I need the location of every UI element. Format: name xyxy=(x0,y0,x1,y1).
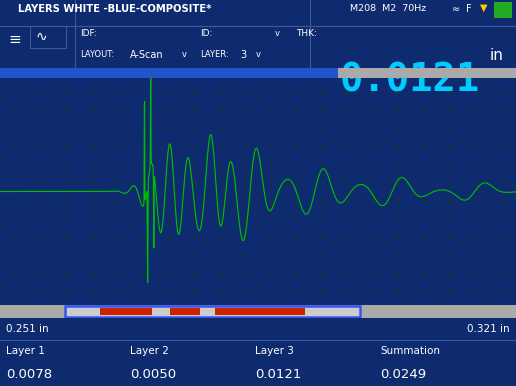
Text: LAYERS WHITE -BLUE-COMPOSITE*: LAYERS WHITE -BLUE-COMPOSITE* xyxy=(18,4,212,14)
Text: M208  M2  70Hz: M208 M2 70Hz xyxy=(350,4,426,13)
Text: v: v xyxy=(275,29,280,38)
Bar xyxy=(65,306,360,317)
Text: THK:: THK: xyxy=(296,29,317,38)
Text: Layer 3: Layer 3 xyxy=(255,346,294,356)
Bar xyxy=(170,308,200,315)
Text: in: in xyxy=(490,48,504,63)
Text: ∿: ∿ xyxy=(36,30,47,44)
Text: v: v xyxy=(256,50,261,59)
Text: 0.0121: 0.0121 xyxy=(340,62,480,100)
Bar xyxy=(494,2,512,18)
Bar xyxy=(30,26,66,48)
Text: 0.251 in: 0.251 in xyxy=(6,324,49,334)
Bar xyxy=(0,68,338,78)
Text: v: v xyxy=(182,50,187,59)
Text: ID:: ID: xyxy=(200,29,213,38)
Text: 0.321 in: 0.321 in xyxy=(467,324,510,334)
Text: ≈: ≈ xyxy=(452,4,460,14)
Text: 0.0078: 0.0078 xyxy=(6,368,52,381)
Text: Layer 1: Layer 1 xyxy=(6,346,45,356)
Text: 3: 3 xyxy=(240,50,246,60)
Bar xyxy=(100,308,152,315)
Text: ▼: ▼ xyxy=(480,3,488,13)
Text: LAYOUT:: LAYOUT: xyxy=(80,50,114,59)
Text: IDF:: IDF: xyxy=(80,29,97,38)
Bar xyxy=(215,308,305,315)
Text: Summation: Summation xyxy=(380,346,440,356)
Text: 0.0121: 0.0121 xyxy=(255,368,301,381)
Text: F: F xyxy=(466,4,472,14)
Text: ≡: ≡ xyxy=(8,32,21,47)
Text: 0.0249: 0.0249 xyxy=(380,368,426,381)
Text: LAYER:: LAYER: xyxy=(200,50,229,59)
Text: A-Scan: A-Scan xyxy=(130,50,164,60)
Text: 0.0050: 0.0050 xyxy=(130,368,176,381)
Bar xyxy=(338,68,516,78)
Text: Layer 2: Layer 2 xyxy=(130,346,169,356)
